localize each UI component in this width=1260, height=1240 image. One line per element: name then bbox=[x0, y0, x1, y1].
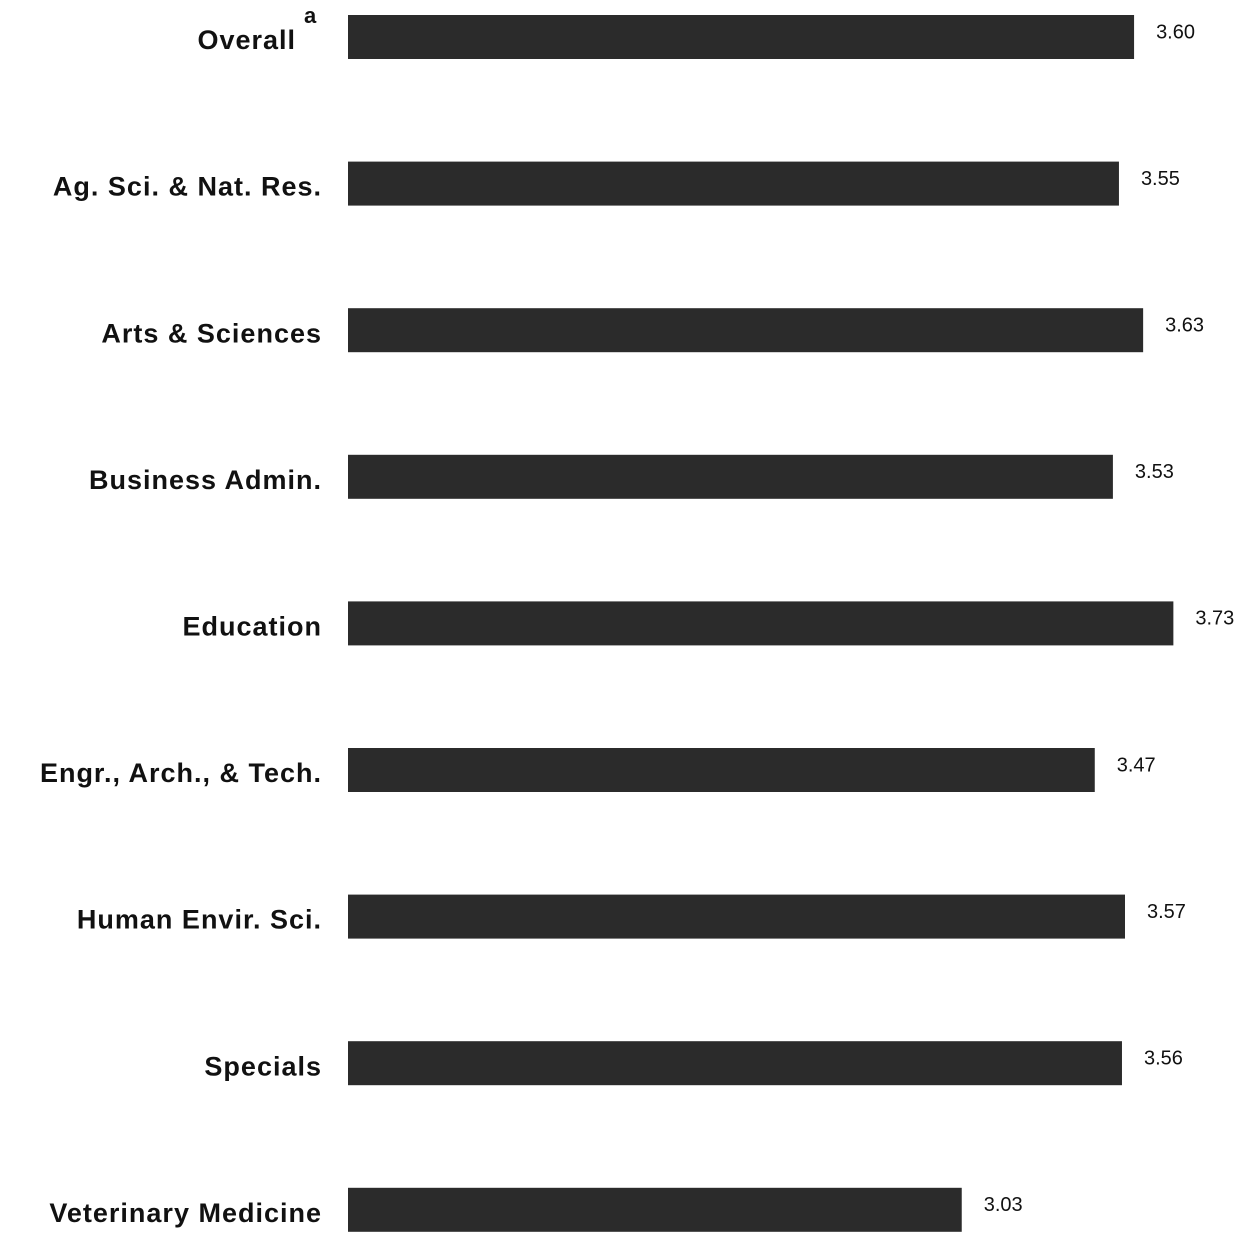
bar bbox=[348, 894, 1125, 939]
category-label: Overall bbox=[197, 25, 296, 55]
value-label: 3.56 bbox=[1144, 1047, 1183, 1069]
category-label: Human Envir. Sci. bbox=[77, 905, 322, 935]
value-label: 3.63 bbox=[1165, 314, 1204, 336]
bar bbox=[348, 161, 1119, 206]
value-label: 3.55 bbox=[1141, 168, 1180, 190]
value-label: 3.57 bbox=[1147, 901, 1186, 923]
value-label: 3.03 bbox=[984, 1194, 1023, 1216]
category-label: Arts & Sciences bbox=[101, 318, 322, 348]
category-label: Education bbox=[182, 612, 322, 642]
category-label: Business Admin. bbox=[89, 465, 322, 495]
value-label: 3.53 bbox=[1135, 461, 1174, 483]
footnote-marker: a bbox=[304, 3, 317, 28]
category-label: Engr., Arch., & Tech. bbox=[40, 758, 322, 788]
value-label: 3.60 bbox=[1156, 21, 1195, 43]
value-label: 3.47 bbox=[1117, 754, 1156, 776]
bar bbox=[348, 454, 1113, 499]
bar bbox=[348, 15, 1135, 59]
category-label: Ag. Sci. & Nat. Res. bbox=[53, 172, 322, 202]
category-label: Veterinary Medicine bbox=[49, 1198, 322, 1228]
bar bbox=[348, 1041, 1122, 1086]
value-label: 3.73 bbox=[1195, 608, 1234, 630]
bar bbox=[348, 748, 1095, 792]
bar bbox=[348, 1187, 962, 1232]
bar bbox=[348, 308, 1144, 353]
bar bbox=[348, 601, 1174, 646]
category-label: Specials bbox=[204, 1051, 322, 1081]
